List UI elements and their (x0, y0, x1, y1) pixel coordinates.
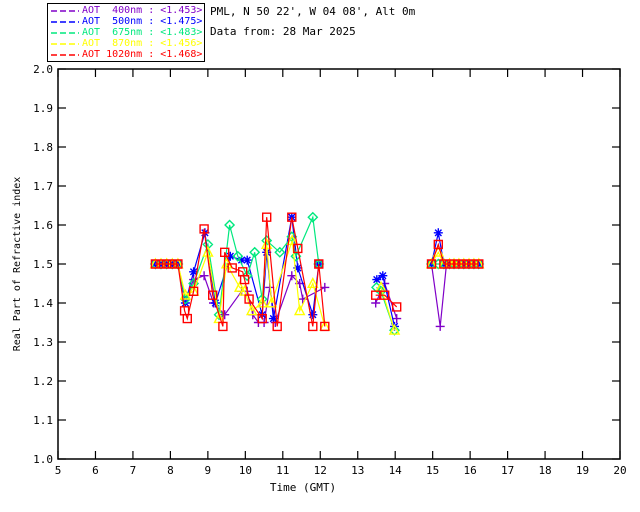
plot-frame (57, 68, 621, 460)
x-tick-label: 13 (351, 464, 364, 477)
x-axis-title: Time (GMT) (270, 481, 336, 494)
y-tick-label: 1.5 (33, 258, 53, 271)
x-tick-label: 6 (92, 464, 99, 477)
legend-item-label: AOT 1020nm : <1.468> (82, 49, 203, 60)
legend-item-4: AOT 1020nm : <1.468> (50, 49, 202, 60)
legend-item-3: AOT 870nm : <1.456> (50, 38, 202, 49)
legend-item-label: AOT 500nm : <1.475> (82, 16, 203, 27)
square-markers (150, 212, 484, 332)
y-tick-label: 1.3 (33, 336, 53, 349)
y-tick-label: 1.9 (33, 102, 53, 115)
data-date-text: Data from: 28 Mar 2025 (210, 25, 356, 38)
x-tick-label: 19 (576, 464, 589, 477)
series-AOT-1020nm (150, 212, 484, 332)
x-tick-label: 5 (55, 464, 62, 477)
legend-line-swatch (51, 10, 79, 12)
legend-item-1: AOT 500nm : <1.475> (50, 16, 202, 27)
y-tick-label: 1.8 (33, 141, 53, 154)
x-tick-label: 20 (613, 464, 626, 477)
legend-line-swatch (51, 43, 79, 45)
y-tick-label: 2.0 (33, 63, 53, 76)
legend-line-swatch (51, 54, 79, 56)
y-tick-label: 1.2 (33, 375, 53, 388)
y-tick-label: 1.6 (33, 219, 53, 232)
x-tick-label: 7 (130, 464, 137, 477)
y-axis-title: Real Part of Refractive index (12, 177, 23, 352)
legend-item-2: AOT 675nm : <1.483> (50, 27, 202, 38)
y-tick-label: 1.4 (33, 297, 53, 310)
y-tick-label: 1.7 (33, 180, 53, 193)
series-line (430, 263, 479, 327)
series-line (380, 287, 396, 331)
x-tick-label: 9 (205, 464, 212, 477)
x-tick-label: 11 (276, 464, 289, 477)
y-axis: 1.0 1.1 1.2 1.3 1.4 1.5 1.6 1.7 1.8 1.9 2.0 (33, 63, 620, 466)
legend-item-label: AOT 870nm : <1.456> (82, 38, 203, 49)
x-tick-label: 16 (464, 464, 477, 477)
x-tick-label: 18 (538, 464, 551, 477)
series-line (430, 242, 479, 265)
y-tick-label: 1.0 (33, 453, 53, 466)
x-tick-label: 14 (389, 464, 403, 477)
x-tick-label: 10 (239, 464, 252, 477)
legend-box: AOT 400nm : <1.453> AOT 500nm : <1.475> AO… (47, 3, 205, 62)
legend-line-swatch (51, 21, 79, 23)
x-tick-label: 8 (167, 464, 174, 477)
legend-item-label: AOT 675nm : <1.483> (82, 27, 203, 38)
x-tick-label: 17 (501, 464, 514, 477)
y-tick-label: 1.1 (33, 414, 53, 427)
x-axis: 5 6 7 8 9 10 11 12 13 14 15 16 17 18 19 20 (55, 69, 627, 477)
legend-item-label: AOT 400nm : <1.453> (82, 5, 203, 16)
station-info-text: PML, N 50 22', W 04 08', Alt 0m (210, 5, 416, 18)
x-tick-label: 15 (426, 464, 439, 477)
legend-item-0: AOT 400nm : <1.453> (50, 5, 202, 16)
legend-line-swatch (51, 32, 79, 34)
x-tick-label: 12 (314, 464, 327, 477)
